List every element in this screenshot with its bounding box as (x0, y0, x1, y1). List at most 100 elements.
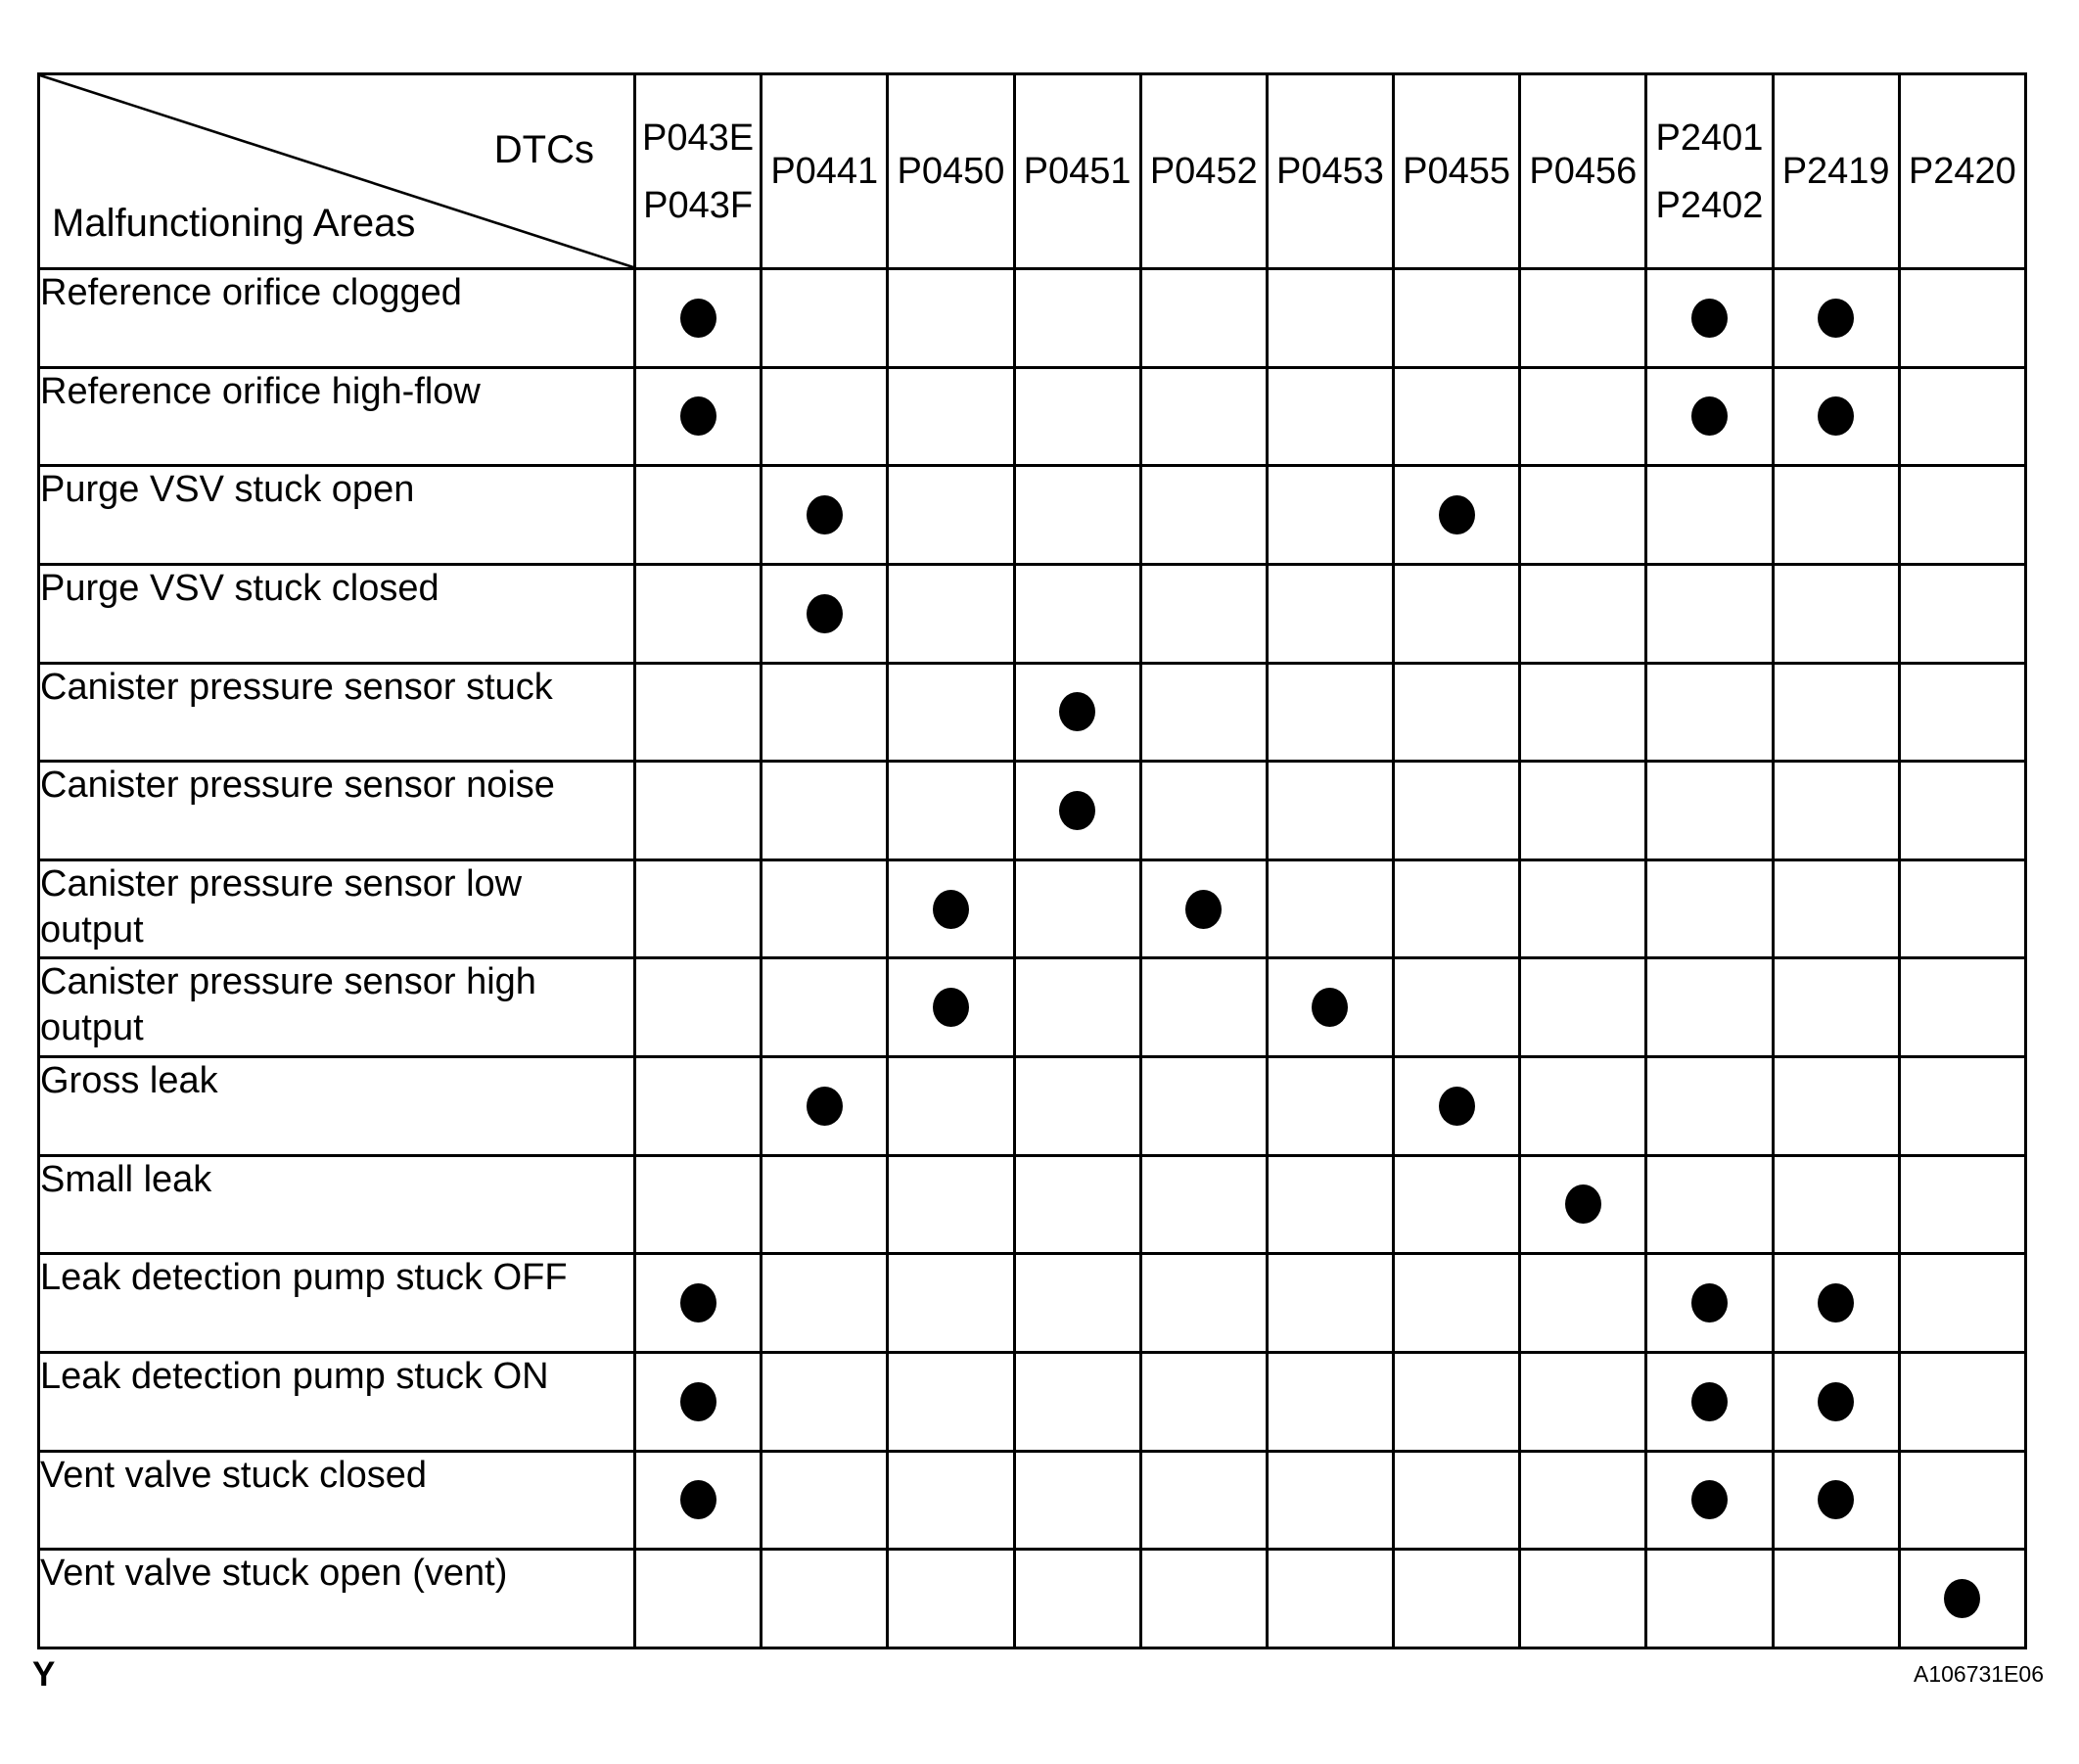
dtc-cell-P0455 (1392, 562, 1522, 665)
dtc-cell-P0456 (1518, 760, 1648, 861)
table-row: Leak detection pump stuck ON (37, 1350, 2028, 1453)
dtc-cell-P0455 (1392, 760, 1522, 861)
column-header-P043E-P043F: P043E P043F (632, 72, 763, 270)
dtc-cell-P0455 (1392, 858, 1522, 960)
dtc-cell-P0455 (1392, 365, 1522, 468)
dtc-cell-P043E-P043F (632, 1252, 763, 1354)
dtc-cell-P0453 (1265, 562, 1396, 665)
dtc-cell-P0441 (760, 1548, 890, 1649)
table-row: Purge VSV stuck open (37, 464, 2028, 566)
column-header-P2401-P2402: P2401 P2402 (1644, 72, 1775, 270)
row-label-cell: Canister pressure sensor high output (37, 956, 636, 1058)
dtc-cell-P2420 (1897, 1350, 2028, 1453)
dtc-cell-P0452 (1138, 760, 1269, 861)
dtc-cell-P0451 (1012, 365, 1142, 468)
dot-marker (1690, 1283, 1728, 1323)
dtc-code: P0452 (1149, 151, 1258, 192)
dtc-cell-P2419 (1771, 760, 1901, 861)
dtc-cell-P0450 (886, 956, 1016, 1058)
dtc-code: P0451 (1023, 151, 1132, 192)
dtc-cell-P0453 (1265, 1548, 1396, 1649)
dtc-code: P0450 (897, 151, 1005, 192)
dtc-cell-P0452 (1138, 1548, 1269, 1649)
figure-id: A106731E06 (1913, 1661, 2044, 1687)
dtc-cell-P043E-P043F (632, 365, 763, 468)
dtc-cell-P0452 (1138, 1055, 1269, 1157)
dtc-cell-P2401-P2402 (1644, 1252, 1775, 1354)
row-label-cell: Purge VSV stuck open (37, 464, 636, 566)
dtc-cell-P0453 (1265, 1350, 1396, 1453)
dtc-code: P2420 (1908, 151, 2016, 192)
dot-marker (806, 593, 843, 633)
dtc-cell-P0452 (1138, 1153, 1269, 1256)
table-row: Vent valve stuck closed (37, 1449, 2028, 1552)
dtc-cell-P2420 (1897, 760, 2028, 861)
dtc-cell-P0451 (1012, 1252, 1142, 1354)
dtc-cell-P0450 (886, 365, 1016, 468)
dtc-cell-P0451 (1012, 1153, 1142, 1256)
dtc-cell-P043E-P043F (632, 1449, 763, 1552)
dtc-cell-P0441 (760, 267, 890, 369)
dtc-cell-P0455 (1392, 1055, 1522, 1157)
dtc-cell-P0455 (1392, 1548, 1522, 1649)
corner-header-cell: DTCs Malfunctioning Areas (37, 72, 636, 270)
row-label-cell: Vent valve stuck closed (37, 1449, 636, 1552)
dtc-cell-P0456 (1518, 956, 1648, 1058)
dtc-cell-P0452 (1138, 1350, 1269, 1453)
dot-marker (1818, 1381, 1855, 1421)
table-row: Purge VSV stuck closed (37, 562, 2028, 665)
dtc-code: P0441 (770, 151, 879, 192)
dot-marker (1059, 692, 1096, 732)
dtc-cell-P043E-P043F (632, 267, 763, 369)
dtc-cell-P0450 (886, 1153, 1016, 1256)
row-label-cell: Canister pressure sensor noise (37, 760, 636, 861)
dot-marker (1438, 1086, 1475, 1126)
diagonal-divider-line (40, 75, 633, 267)
dtc-cell-P2401-P2402 (1644, 1055, 1775, 1157)
dtc-cell-P0450 (886, 1350, 1016, 1453)
dtc-cell-P2420 (1897, 1548, 2028, 1649)
dtc-cell-P0455 (1392, 464, 1522, 566)
dtc-code: P0456 (1529, 151, 1638, 192)
dtc-cell-P0453 (1265, 464, 1396, 566)
dtc-cell-P0453 (1265, 956, 1396, 1058)
dtc-cell-P0456 (1518, 1350, 1648, 1453)
dtc-cell-P2420 (1897, 858, 2028, 960)
dot-marker (1690, 1480, 1728, 1520)
dot-marker (1818, 1480, 1855, 1520)
dtc-cell-P2420 (1897, 1055, 2028, 1157)
dtc-cell-P0450 (886, 464, 1016, 566)
dtc-cell-P2420 (1897, 267, 2028, 369)
dtc-cell-P043E-P043F (632, 1350, 763, 1453)
table-row: Canister pressure sensor noise (37, 760, 2028, 861)
column-header-P0453: P0453 (1265, 72, 1396, 270)
dtc-cell-P2419 (1771, 1449, 1901, 1552)
dtc-cell-P2420 (1897, 1252, 2028, 1354)
row-label-cell: Small leak (37, 1153, 636, 1256)
table-row: Leak detection pump stuck OFF (37, 1252, 2028, 1354)
dtc-cell-P0450 (886, 1252, 1016, 1354)
dot-marker (1818, 1283, 1855, 1323)
dtc-cell-P2420 (1897, 562, 2028, 665)
dtc-cell-P043E-P043F (632, 661, 763, 764)
dtc-cell-P2419 (1771, 1055, 1901, 1157)
dot-marker (679, 1381, 716, 1421)
dtc-cell-P0441 (760, 760, 890, 861)
dtc-cell-P2420 (1897, 365, 2028, 468)
dtc-code: P2419 (1781, 151, 1890, 192)
dtc-cell-P0450 (886, 760, 1016, 861)
dtc-cell-P2401-P2402 (1644, 464, 1775, 566)
dtc-cell-P2419 (1771, 858, 1901, 960)
dtc-cell-P2401-P2402 (1644, 365, 1775, 468)
dot-marker (679, 1480, 716, 1520)
table-row: Gross leak (37, 1055, 2028, 1157)
dot-marker (806, 495, 843, 535)
dtc-cell-P0455 (1392, 267, 1522, 369)
dtc-cell-P2401-P2402 (1644, 956, 1775, 1058)
dtc-cell-P0452 (1138, 858, 1269, 960)
dtc-cell-P0441 (760, 1350, 890, 1453)
dtc-cell-P0452 (1138, 1252, 1269, 1354)
dtc-cell-P0455 (1392, 1252, 1522, 1354)
dtc-cell-P2401-P2402 (1644, 1548, 1775, 1649)
dtc-cell-P2419 (1771, 661, 1901, 764)
